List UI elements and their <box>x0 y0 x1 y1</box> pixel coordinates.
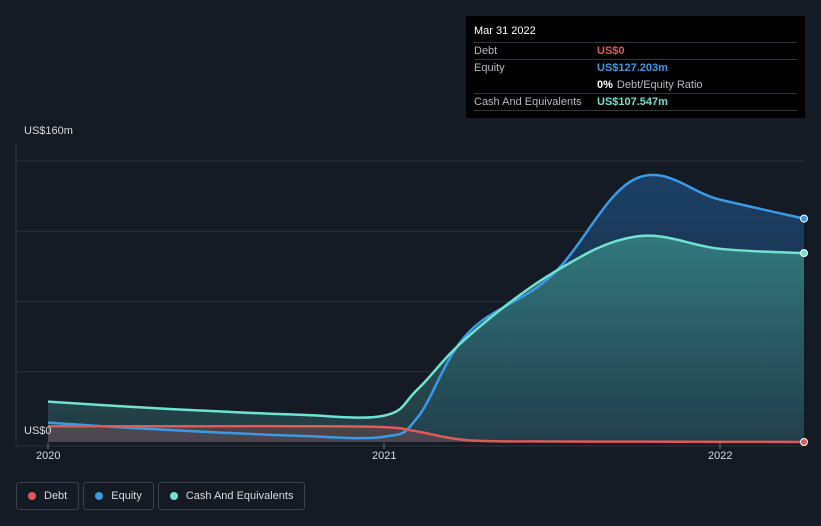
cash-dot-icon <box>169 492 178 500</box>
legend-item-equity[interactable]: Equity <box>83 482 154 510</box>
tooltip-cash-label: Cash And Equivalents <box>474 96 582 108</box>
tooltip-ratio-value: 0% <box>597 79 613 91</box>
tooltip-debt-value: US$0 <box>597 45 625 57</box>
tooltip-cash-value: US$107.547m <box>597 96 668 108</box>
tooltip-bottom-rule <box>474 110 797 127</box>
tooltip-row-ratio: 0% Debt/Equity Ratio <box>474 76 797 93</box>
tooltip-debt-label: Debt <box>474 45 498 57</box>
legend-item-debt[interactable]: Debt <box>16 482 80 510</box>
line-equity <box>47 173 805 440</box>
tooltip-row-equity: Equity US$127.203m <box>474 59 797 76</box>
x-tick-label-0: 2020 <box>36 450 61 462</box>
tooltip-ratio-spacer <box>474 77 597 93</box>
tooltip-equity-value: US$127.203m <box>597 62 668 74</box>
legend: Debt Equity Cash And Equivalents <box>16 482 306 510</box>
marker-debt <box>800 438 808 446</box>
legend-equity-label: Equity <box>111 490 142 502</box>
legend-cash-label: Cash And Equivalents <box>185 490 294 502</box>
legend-debt-label: Debt <box>44 490 68 502</box>
marker-cash-and-equivalents <box>800 249 808 258</box>
x-tick-label-1: 2021 <box>372 450 397 462</box>
tooltip-ratio-label: Debt/Equity Ratio <box>616 79 703 91</box>
equity-dot-icon <box>95 492 104 500</box>
x-tick-label-2: 2022 <box>708 450 733 462</box>
tooltip-equity-label: Equity <box>474 62 505 74</box>
tooltip-row-debt: Debt US$0 <box>474 42 797 59</box>
debt-dot-icon <box>28 492 36 500</box>
tooltip-row-cash: Cash And Equivalents US$107.547m <box>474 93 797 110</box>
line-cash-and-equivalents <box>47 234 805 419</box>
line-debt <box>48 424 805 444</box>
y-axis-top-label: US$160m <box>24 125 73 137</box>
tooltip-panel: Mar 31 2022 Debt US$0 Equity US$127.203m… <box>466 16 805 118</box>
y-axis-bottom-label: US$0 <box>24 425 52 437</box>
area-cash-and-equivalents <box>48 235 804 442</box>
marker-equity <box>800 214 808 223</box>
legend-item-cash[interactable]: Cash And Equivalents <box>157 482 306 510</box>
tooltip-date: Mar 31 2022 <box>474 25 536 37</box>
